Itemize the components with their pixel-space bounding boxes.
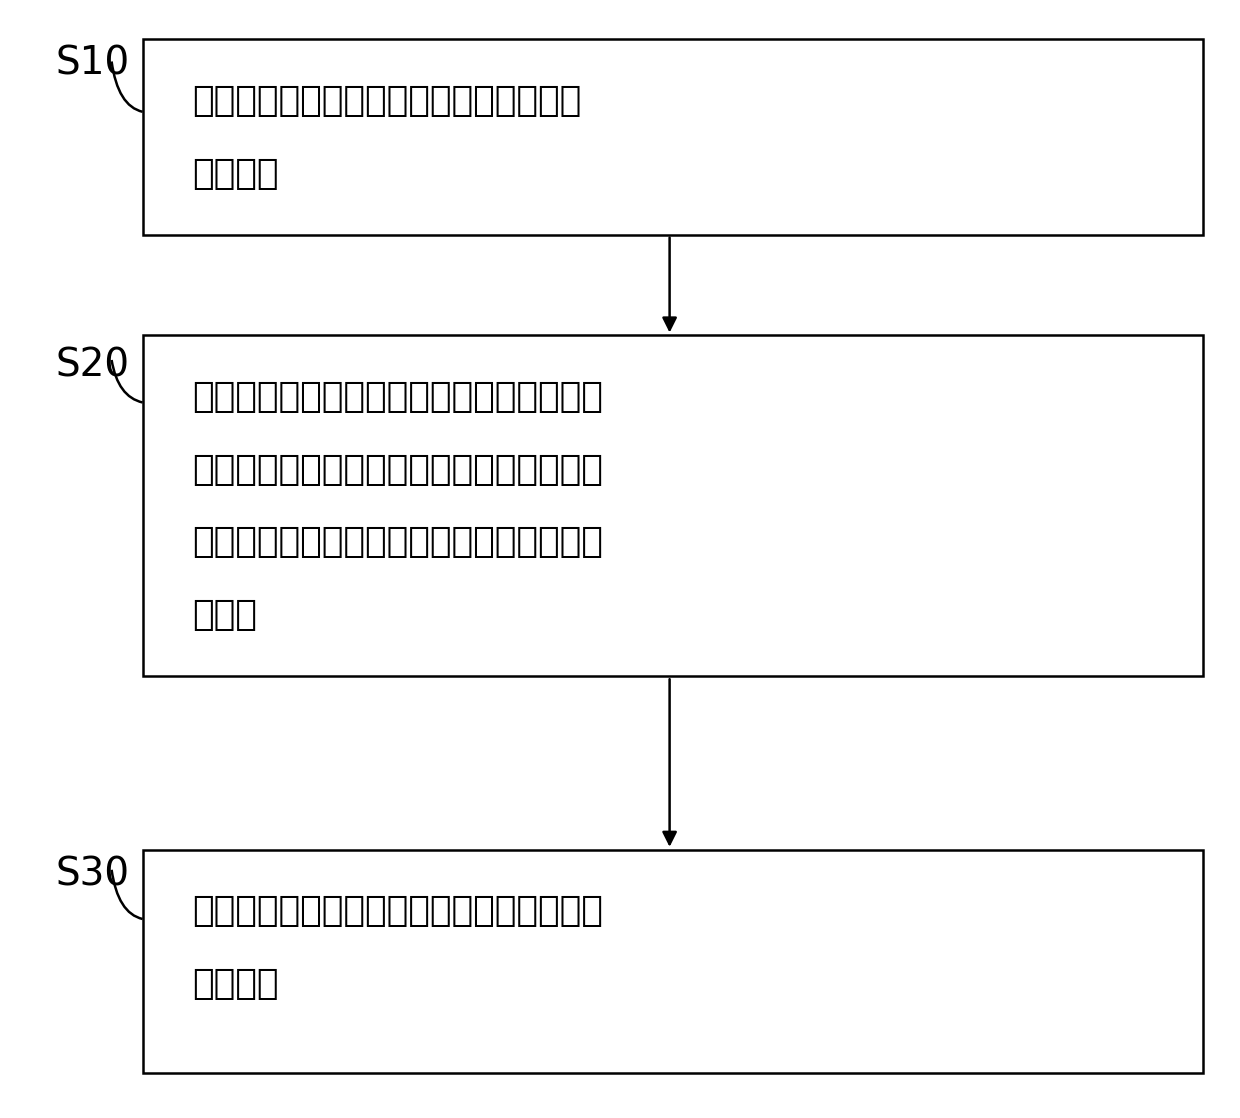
Text: 失真值: 失真值 (192, 598, 257, 632)
Bar (143, 39, 1203, 235)
Text: S30: S30 (56, 855, 130, 893)
Text: 速度频谱: 速度频谱 (192, 157, 279, 190)
Text: 根据激励信号和马达线性模型获得期望加: 根据激励信号和马达线性模型获得期望加 (192, 84, 582, 117)
Bar (143, 335, 1203, 676)
Text: S10: S10 (56, 45, 130, 83)
Text: 根据总谐波失真值迭代计算获得最小失真的: 根据总谐波失真值迭代计算获得最小失真的 (192, 894, 603, 928)
Text: 加速度频谱及所述实测加速度频谱的总谐波: 加速度频谱及所述实测加速度频谱的总谐波 (192, 525, 603, 559)
Bar (143, 850, 1203, 1073)
Text: 根据傅里叶变换获得激励信号的电压频谱，: 根据傅里叶变换获得激励信号的电压频谱， (192, 380, 603, 414)
Text: 及采集马达单体实际的马达加速度获得实测: 及采集马达单体实际的马达加速度获得实测 (192, 453, 603, 486)
Text: 修正电压: 修正电压 (192, 967, 279, 1001)
Text: S20: S20 (56, 347, 130, 385)
